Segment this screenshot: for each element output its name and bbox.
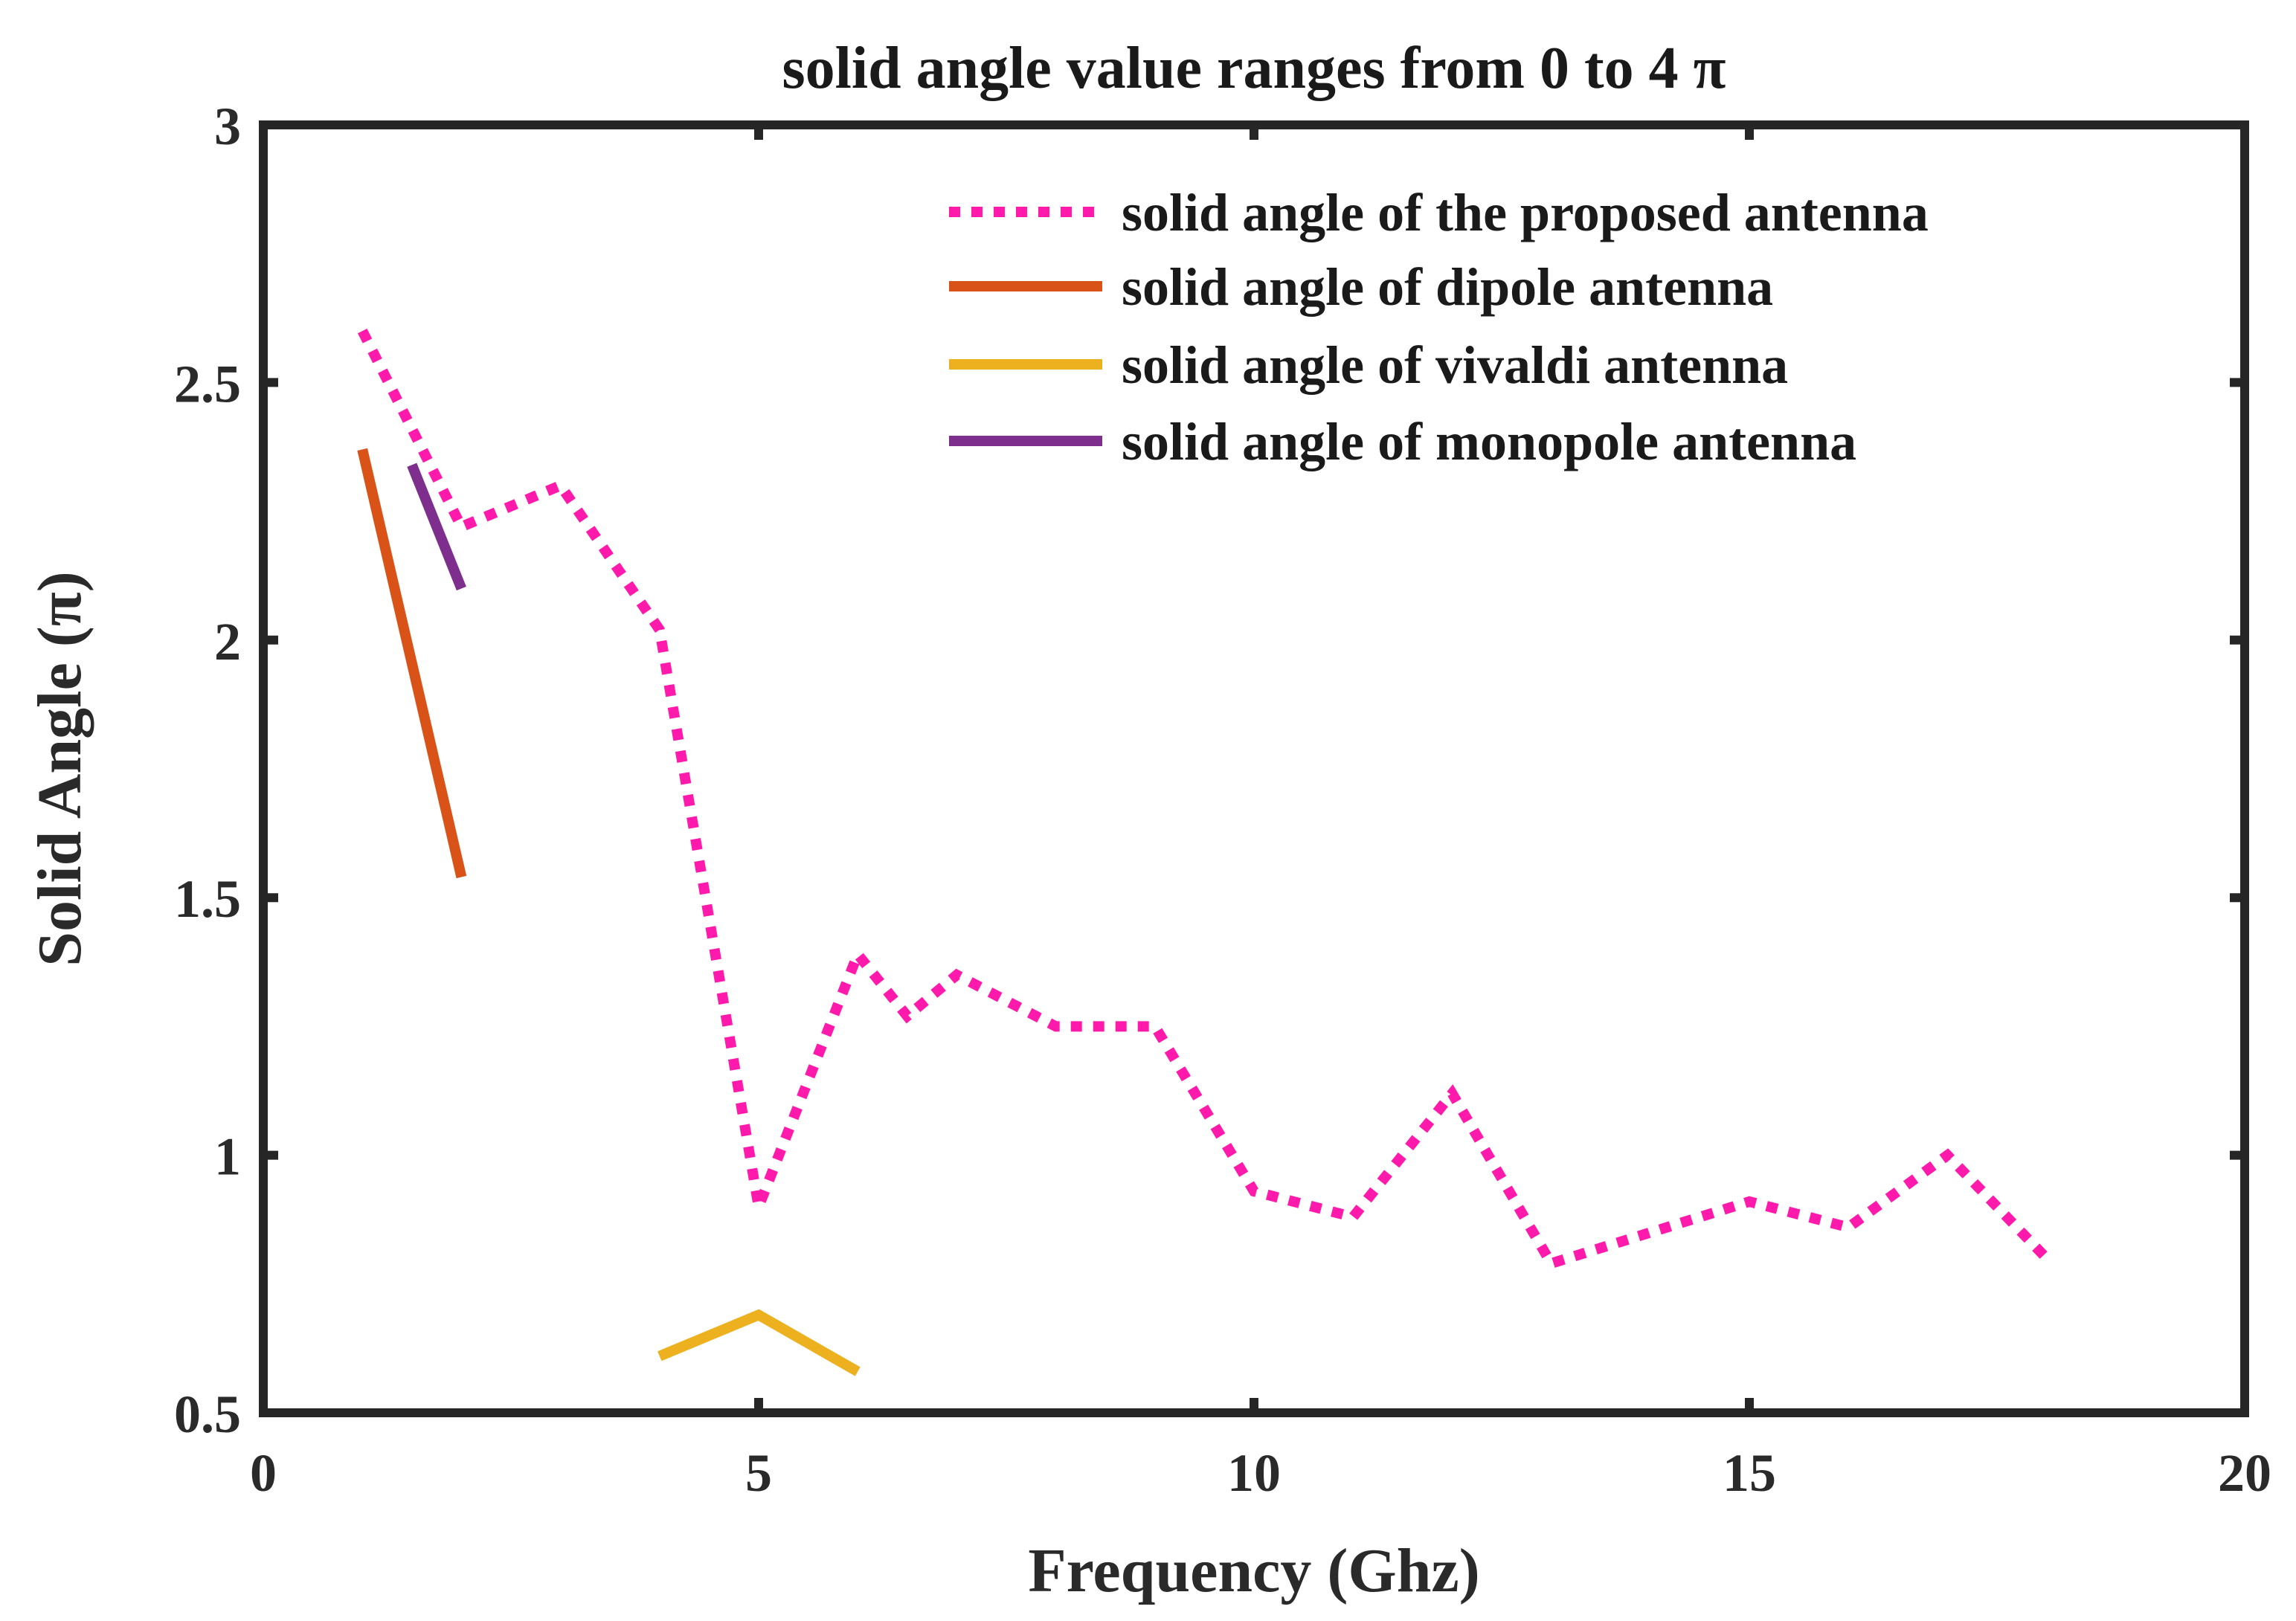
y-tick-label: 2	[214, 612, 241, 671]
series-line-0	[357, 328, 2051, 1270]
ticks-layer: 0 5 10 15 20 0.5 1 1.5 2 2.5 3	[174, 97, 2271, 1503]
y-tick-label: 2.5	[174, 354, 241, 413]
y-tick-label: 1	[214, 1127, 241, 1187]
y-tick-label: 0.5	[174, 1385, 241, 1444]
x-tick-label: 20	[2218, 1443, 2271, 1503]
plot-background	[263, 125, 2245, 1413]
x-axis-label: Frequency (Ghz)	[1028, 1536, 1479, 1605]
plot-area	[263, 125, 2245, 1413]
legend-label-0: solid angle of the proposed antenna	[1122, 183, 1929, 242]
legend-label-1: solid angle of dipole antenna	[1122, 257, 1773, 317]
chart-title: solid angle value ranges from 0 to 4 π	[782, 36, 1726, 101]
series-line-2	[657, 1309, 861, 1376]
y-axis-label: Solid Angle (π)	[25, 571, 94, 966]
legend: solid angle of the proposed antenna solid…	[949, 183, 1929, 471]
series-line-1	[357, 448, 467, 879]
legend-label-3: solid angle of monopole antenna	[1122, 412, 1856, 471]
x-tick-label: 15	[1723, 1443, 1776, 1503]
series-layer	[357, 328, 2051, 1376]
x-tick-label: 0	[250, 1443, 277, 1503]
x-tick-label: 10	[1227, 1443, 1281, 1503]
series-line-3	[407, 463, 466, 591]
y-tick-label: 3	[214, 97, 241, 156]
legend-label-2: solid angle of vivaldi antenna	[1122, 335, 1788, 395]
x-tick-label: 5	[745, 1443, 772, 1503]
y-tick-label: 1.5	[174, 869, 241, 929]
